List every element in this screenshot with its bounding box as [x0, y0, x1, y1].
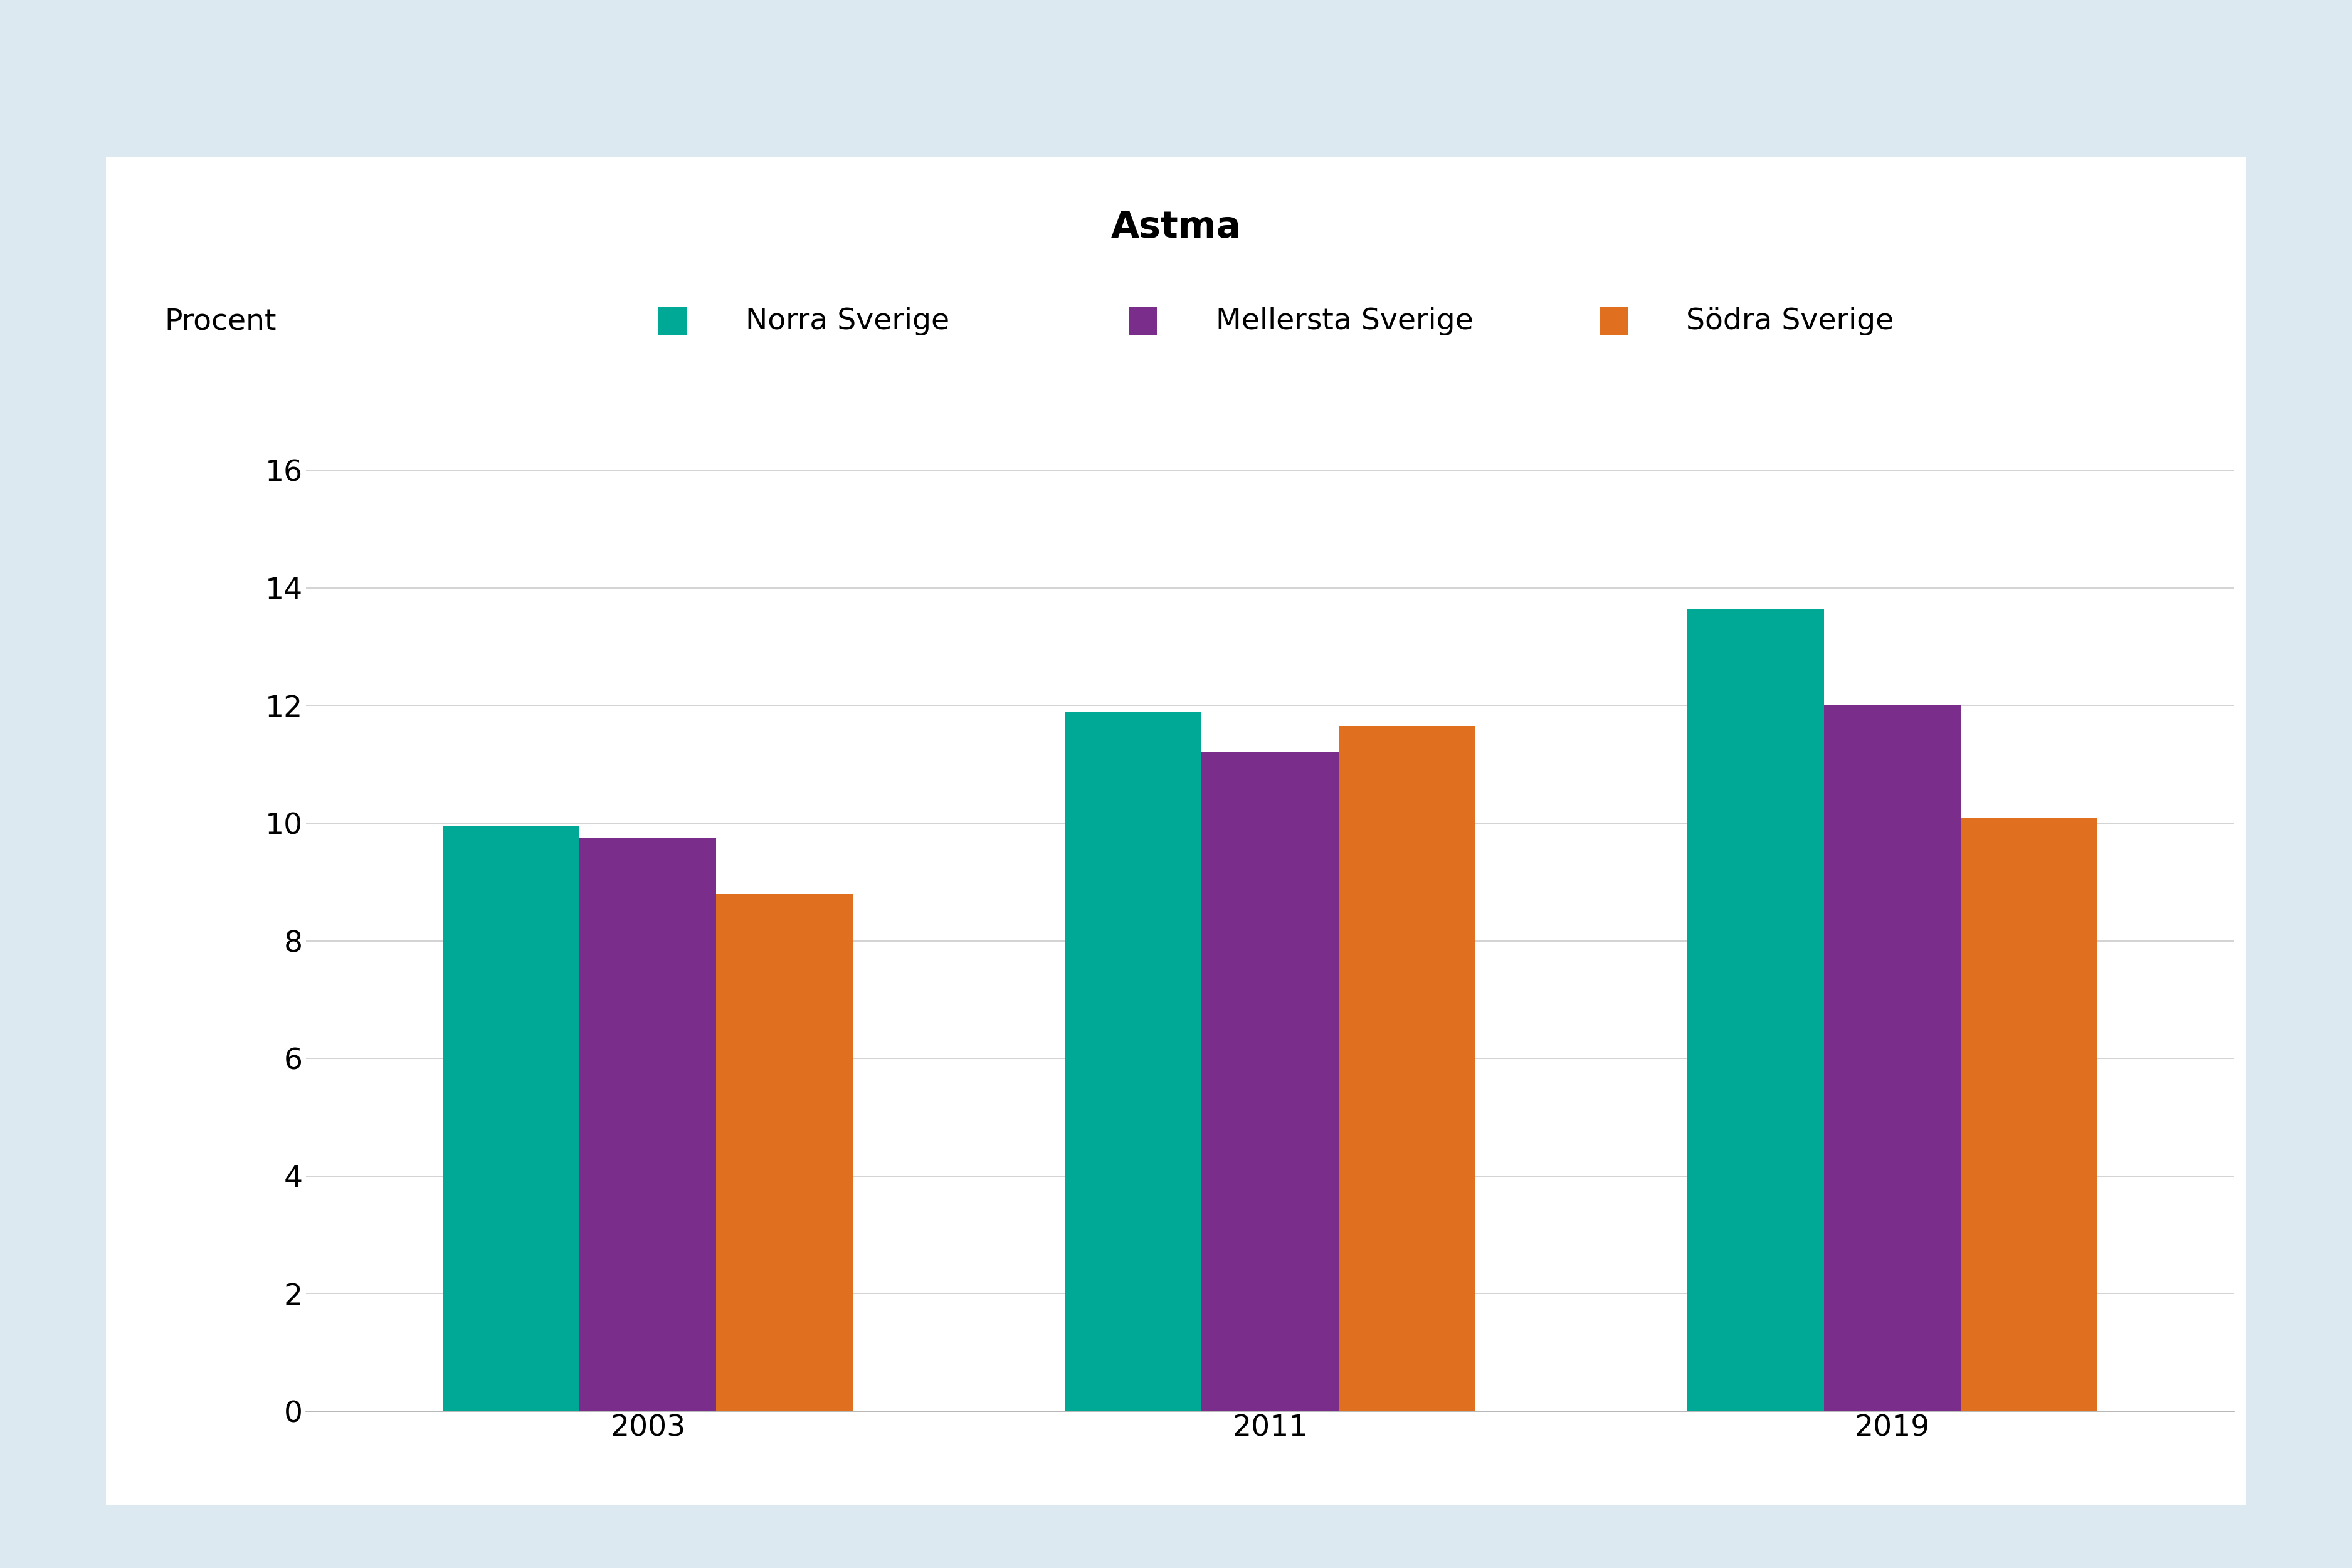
Bar	[1686, 608, 1823, 1411]
Text: Mellersta Sverige: Mellersta Sverige	[1216, 307, 1475, 336]
Bar	[1823, 706, 1962, 1411]
Bar	[717, 894, 854, 1411]
Bar	[442, 826, 579, 1411]
Text: Astma: Astma	[1110, 210, 1242, 245]
Bar	[579, 837, 717, 1411]
Bar	[1962, 817, 2098, 1411]
Text: Norra Sverige: Norra Sverige	[746, 307, 950, 336]
Bar	[1065, 712, 1202, 1411]
Bar	[1202, 753, 1338, 1411]
Text: Procent: Procent	[165, 307, 278, 336]
Text: Södra Sverige: Södra Sverige	[1686, 307, 1893, 336]
Bar	[1338, 726, 1475, 1411]
